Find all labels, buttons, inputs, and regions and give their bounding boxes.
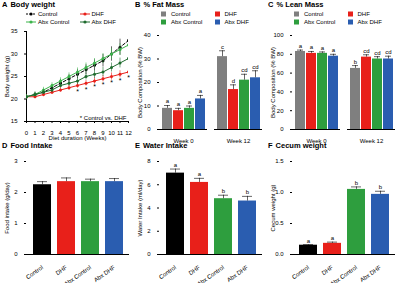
- svg-text:35: 35: [11, 28, 18, 34]
- svg-text:30: 30: [144, 56, 151, 62]
- svg-text:0.0: 0.0: [275, 251, 284, 257]
- svg-text:a: a: [199, 88, 203, 94]
- svg-text:0: 0: [147, 251, 151, 257]
- svg-text:0.5: 0.5: [275, 220, 284, 226]
- svg-text:Abx DHF: Abx DHF: [226, 264, 250, 283]
- svg-text:a: a: [332, 47, 336, 53]
- svg-text:Abx DHF: Abx DHF: [359, 264, 383, 283]
- svg-text:cd: cd: [252, 64, 258, 70]
- svg-text:Diet duration (Weeks): Diet duration (Weeks): [49, 135, 107, 141]
- svg-text:Body Composition (% BW): Body Composition (% BW): [137, 47, 143, 118]
- svg-text:12: 12: [125, 130, 132, 136]
- svg-text:Body weight (g): Body weight (g): [4, 56, 10, 98]
- svg-text:30: 30: [11, 51, 18, 57]
- svg-text:Control: Control: [25, 264, 44, 280]
- svg-text:a: a: [310, 44, 314, 50]
- svg-text:DHF: DHF: [55, 264, 69, 276]
- svg-text:100: 100: [273, 32, 284, 38]
- svg-text:1: 1: [33, 130, 37, 136]
- svg-text:3: 3: [14, 158, 18, 164]
- svg-text:40: 40: [277, 89, 284, 95]
- svg-text:Abx DHF: Abx DHF: [93, 264, 117, 283]
- svg-text:*: *: [93, 83, 96, 90]
- svg-text:0: 0: [25, 130, 29, 136]
- svg-text:Control: Control: [291, 264, 310, 280]
- svg-text:b: b: [354, 59, 358, 65]
- svg-text:a: a: [307, 238, 311, 244]
- svg-text:DHF: DHF: [188, 264, 202, 276]
- svg-text:40: 40: [144, 32, 151, 38]
- svg-text:b: b: [222, 188, 226, 194]
- svg-text:10: 10: [144, 103, 151, 109]
- svg-text:Cecum weight (g): Cecum weight (g): [270, 184, 276, 231]
- svg-text:2: 2: [14, 189, 18, 195]
- svg-text:2: 2: [42, 130, 46, 136]
- svg-text:cd: cd: [363, 48, 369, 54]
- svg-text:* Control vs. DHF: * Control vs. DHF: [80, 115, 127, 121]
- svg-text:80: 80: [277, 51, 284, 57]
- svg-text:c: c: [221, 44, 224, 50]
- svg-text:20: 20: [277, 108, 284, 114]
- svg-text:b: b: [379, 184, 383, 190]
- svg-text:Abx Control: Abx Control: [329, 264, 358, 283]
- svg-text:*: *: [127, 74, 130, 81]
- svg-text:11: 11: [117, 130, 124, 136]
- svg-text:a: a: [174, 162, 178, 168]
- svg-text:1: 1: [14, 220, 18, 226]
- svg-text:1.0: 1.0: [275, 189, 284, 195]
- svg-text:Week 12: Week 12: [227, 138, 251, 144]
- svg-text:d: d: [232, 78, 235, 84]
- svg-text:a: a: [321, 45, 325, 51]
- svg-text:b: b: [246, 189, 250, 195]
- svg-text:60: 60: [277, 70, 284, 76]
- svg-text:b: b: [355, 180, 359, 186]
- svg-text:Abx Control: Abx Control: [196, 264, 225, 283]
- svg-text:Food intake (g/day): Food intake (g/day): [4, 182, 10, 234]
- svg-text:1.5: 1.5: [275, 158, 284, 164]
- svg-text:20: 20: [144, 79, 151, 85]
- svg-text:a: a: [166, 98, 170, 104]
- svg-text:15: 15: [11, 118, 18, 124]
- svg-text:cd: cd: [374, 50, 380, 56]
- svg-text:6: 6: [147, 182, 151, 188]
- svg-text:DHF: DHF: [321, 264, 335, 276]
- svg-text:Water Intake (ml/day): Water Intake (ml/day): [137, 179, 143, 236]
- svg-text:cd: cd: [241, 67, 247, 73]
- svg-text:cd: cd: [385, 49, 391, 55]
- svg-text:0: 0: [14, 251, 18, 257]
- svg-text:Week 12: Week 12: [360, 138, 384, 144]
- svg-text:20: 20: [11, 96, 18, 102]
- svg-text:a: a: [188, 99, 192, 105]
- svg-text:2: 2: [147, 228, 151, 234]
- svg-text:*: *: [76, 88, 79, 95]
- svg-text:a: a: [331, 235, 335, 241]
- svg-text:Abx Control: Abx Control: [63, 264, 92, 283]
- svg-text:4: 4: [147, 205, 151, 211]
- svg-text:8: 8: [147, 158, 151, 164]
- svg-text:*: *: [110, 79, 113, 86]
- svg-text:25: 25: [11, 73, 18, 79]
- svg-text:*: *: [102, 81, 105, 88]
- svg-text:0: 0: [147, 126, 151, 132]
- svg-text:Body Composition (% BW): Body Composition (% BW): [270, 47, 276, 118]
- svg-text:*: *: [119, 76, 122, 83]
- svg-text:a: a: [177, 101, 181, 107]
- svg-text:a: a: [198, 171, 202, 177]
- svg-text:Control: Control: [158, 264, 177, 280]
- svg-text:*: *: [85, 85, 88, 92]
- svg-text:0: 0: [280, 126, 284, 132]
- svg-text:10: 10: [108, 130, 115, 136]
- svg-text:a: a: [299, 43, 303, 49]
